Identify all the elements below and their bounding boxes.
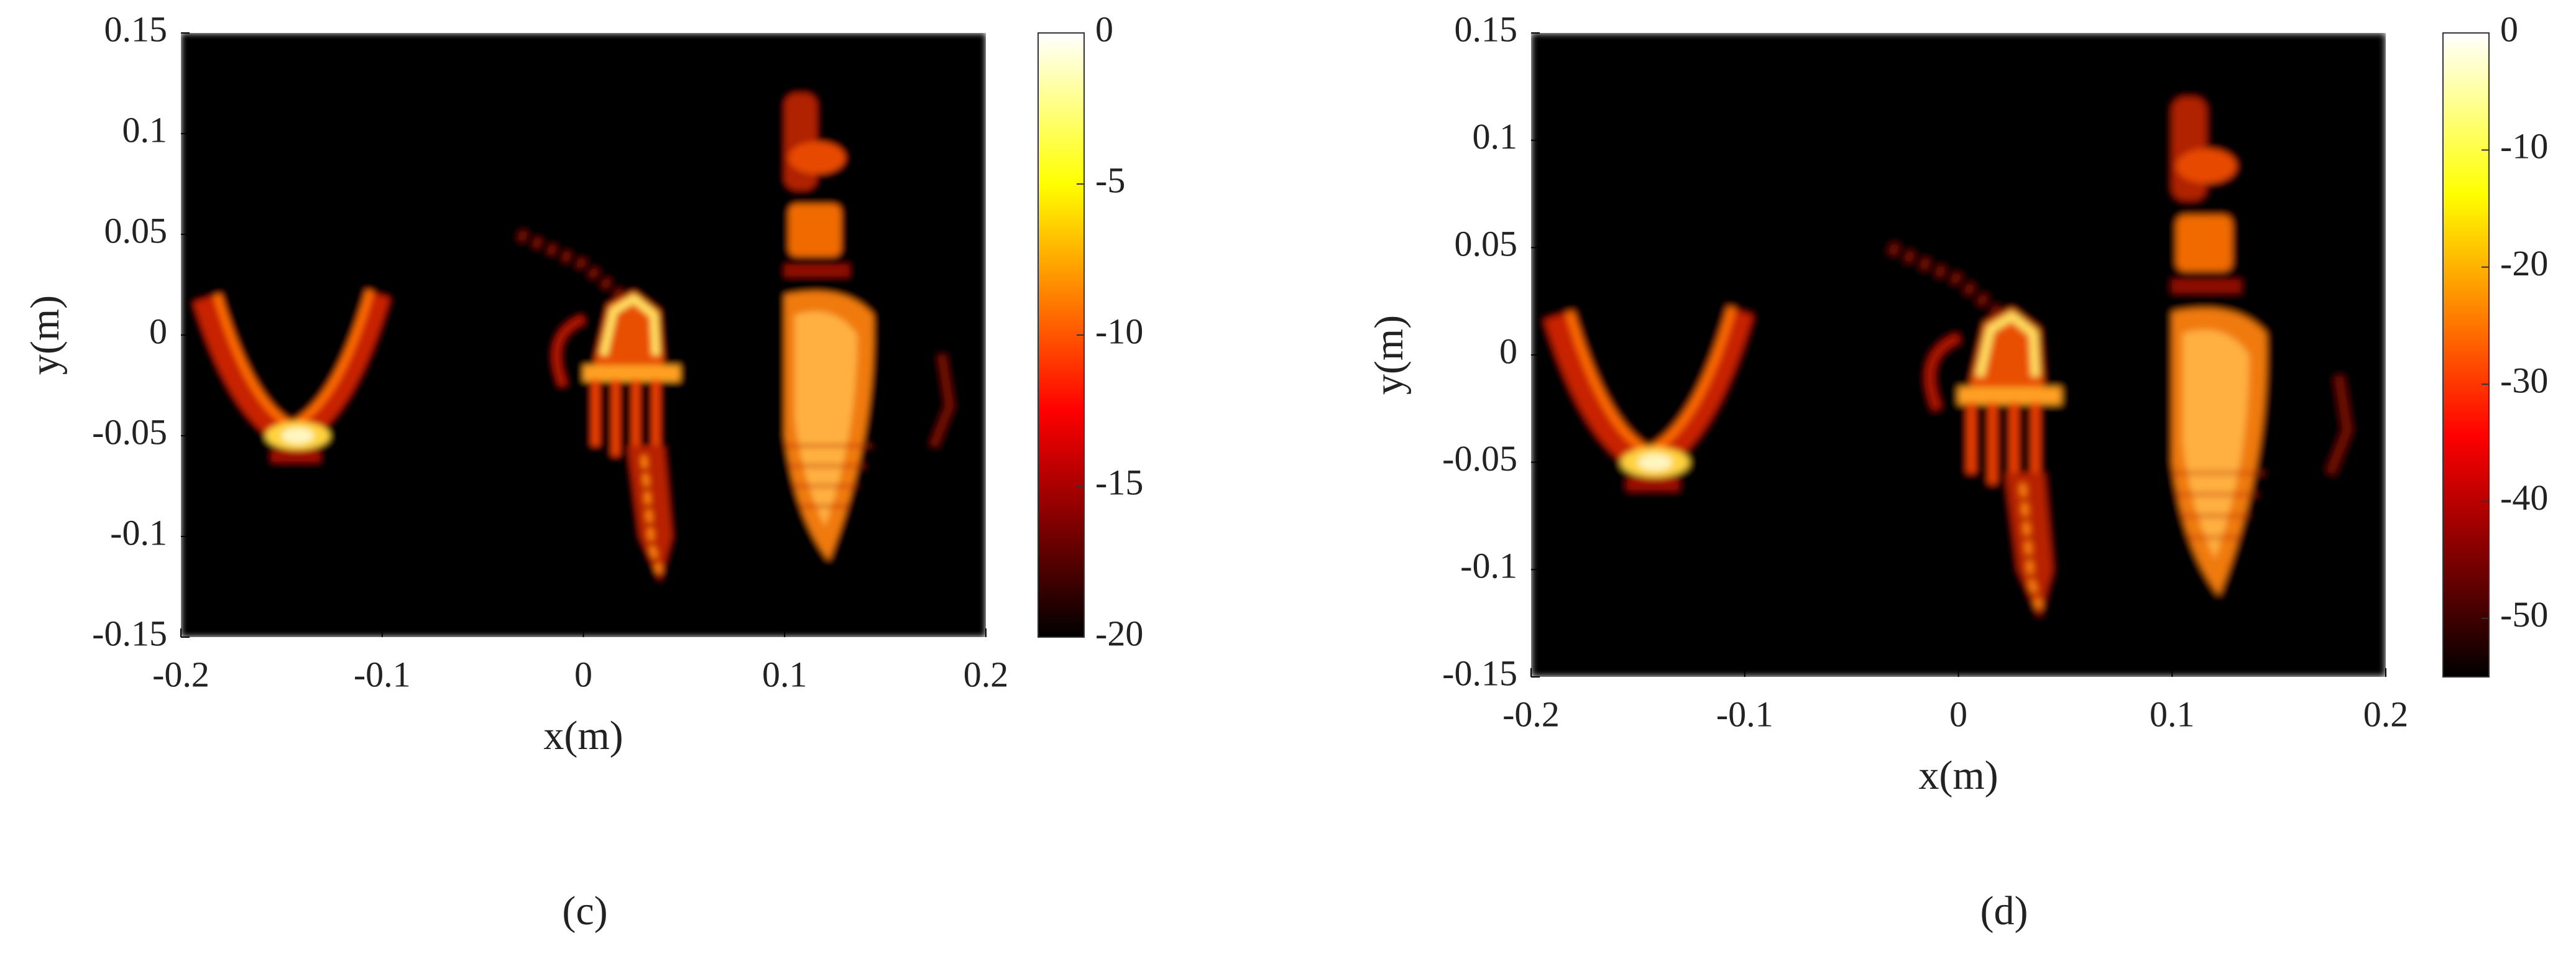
y-tick-label: 0.15 (1455, 9, 1518, 49)
colorbar-tick-label: -5 (1095, 160, 1125, 200)
y-tick-label: 0 (1499, 331, 1517, 371)
heatmap-content (181, 33, 986, 637)
y-tick-label: -0.1 (110, 512, 167, 553)
y-tick-label: 0 (149, 311, 167, 351)
heatmap-content (1531, 33, 2386, 677)
y-axis-label: y(m) (22, 295, 68, 375)
colorbar (2442, 32, 2490, 678)
y-tick-label: -0.15 (1442, 653, 1517, 693)
y-tick-label: 0.1 (1473, 116, 1518, 157)
x-axis-label: x(m) (1918, 753, 1998, 798)
x-tick-label: 0.1 (762, 654, 807, 694)
x-tick-label: 0.2 (2363, 694, 2409, 734)
heatmap-image (1531, 33, 2386, 677)
colorbar-tick-label: 0 (2500, 9, 2518, 49)
colorbar-tick-label: 0 (1095, 9, 1113, 49)
x-axis-label: x(m) (543, 713, 623, 758)
heatmap-image (181, 33, 986, 637)
y-axis-label: y(m) (1366, 315, 1412, 395)
colorbar-tick-label: -10 (2500, 126, 2548, 167)
y-tick-label: -0.05 (92, 411, 167, 452)
x-tick-label: 0.2 (964, 654, 1009, 694)
colorbar-tick-label: -20 (1095, 613, 1143, 653)
x-tick-label: 0 (574, 654, 592, 694)
x-tick-label: 0.1 (2150, 694, 2195, 734)
y-tick-label: 0.05 (1455, 224, 1518, 264)
caption: (c) (562, 888, 607, 934)
colorbar-tick-label: -10 (1095, 311, 1143, 351)
x-tick-label: -0.1 (354, 654, 411, 694)
colorbar-tick-label: -15 (1095, 462, 1143, 502)
colorbar-tick-label: -40 (2500, 477, 2548, 518)
y-tick-label: 0.15 (104, 9, 168, 49)
y-tick-label: 0.1 (122, 109, 168, 150)
y-tick-label: -0.15 (92, 613, 167, 653)
y-tick-label: -0.1 (1460, 546, 1517, 586)
x-tick-label: -0.2 (152, 654, 209, 694)
x-tick-label: 0 (1949, 694, 1967, 734)
y-tick-label: 0.05 (104, 210, 168, 250)
x-tick-label: -0.2 (1502, 694, 1560, 734)
caption: (d) (1980, 888, 2028, 934)
y-tick-label: -0.05 (1442, 438, 1517, 479)
colorbar-tick-label: -20 (2500, 243, 2548, 283)
colorbar-tick-label: -50 (2500, 594, 2548, 635)
colorbar-tick-label: -30 (2500, 360, 2548, 400)
colorbar (1037, 32, 1085, 638)
x-tick-label: -0.1 (1716, 694, 1773, 734)
